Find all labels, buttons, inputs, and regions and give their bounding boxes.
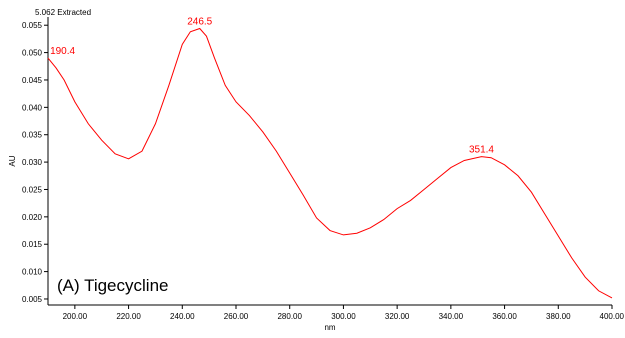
y-tick-label: 0.040: [22, 103, 43, 112]
x-tick-label: 340.00: [439, 312, 464, 321]
y-tick-label: 0.035: [22, 131, 43, 140]
x-tick-label: 260.00: [224, 312, 249, 321]
x-tick-label: 380.00: [546, 312, 571, 321]
x-ticks: 200.00 220.00 240.00 260.00 280.00 300.00 320.…: [63, 305, 625, 321]
y-tick-label: 0.045: [22, 76, 43, 85]
x-axis-title: nm: [324, 323, 335, 332]
y-axis-title: AU: [8, 155, 17, 166]
y-tick-label: 0.015: [22, 240, 43, 249]
x-tick-label: 240.00: [170, 312, 195, 321]
y-tick-label: 0.010: [22, 268, 43, 277]
peak-labels: 190.4 246.5 351.4: [50, 16, 494, 155]
peak-label: 190.4: [50, 46, 75, 57]
y-tick-label: 0.030: [22, 158, 43, 167]
axes: [47, 17, 612, 306]
y-tick-label: 0.005: [22, 295, 43, 304]
x-tick-label: 280.00: [277, 312, 302, 321]
peak-label: 246.5: [187, 16, 212, 27]
y-ticks: 0.005 0.010 0.015 0.020 0.025 0.030 0.035 0.040…: [22, 21, 48, 304]
x-tick-label: 220.00: [116, 312, 141, 321]
x-tick-label: 200.00: [63, 312, 88, 321]
x-tick-label: 300.00: [331, 312, 356, 321]
y-tick-label: 0.025: [22, 185, 43, 194]
peak-label: 351.4: [469, 145, 494, 156]
y-tick-label: 0.020: [22, 213, 43, 222]
x-tick-label: 360.00: [492, 312, 517, 321]
y-tick-label: 0.055: [22, 21, 43, 30]
spectrum-line: [47, 27, 613, 299]
y-tick-label: 0.050: [22, 49, 43, 58]
x-tick-label: 320.00: [385, 312, 410, 321]
x-tick-label: 400.00: [600, 312, 625, 321]
sample-label: (A) Tigecycline: [57, 276, 168, 295]
header-label: 5.062 Extracted: [35, 8, 91, 17]
